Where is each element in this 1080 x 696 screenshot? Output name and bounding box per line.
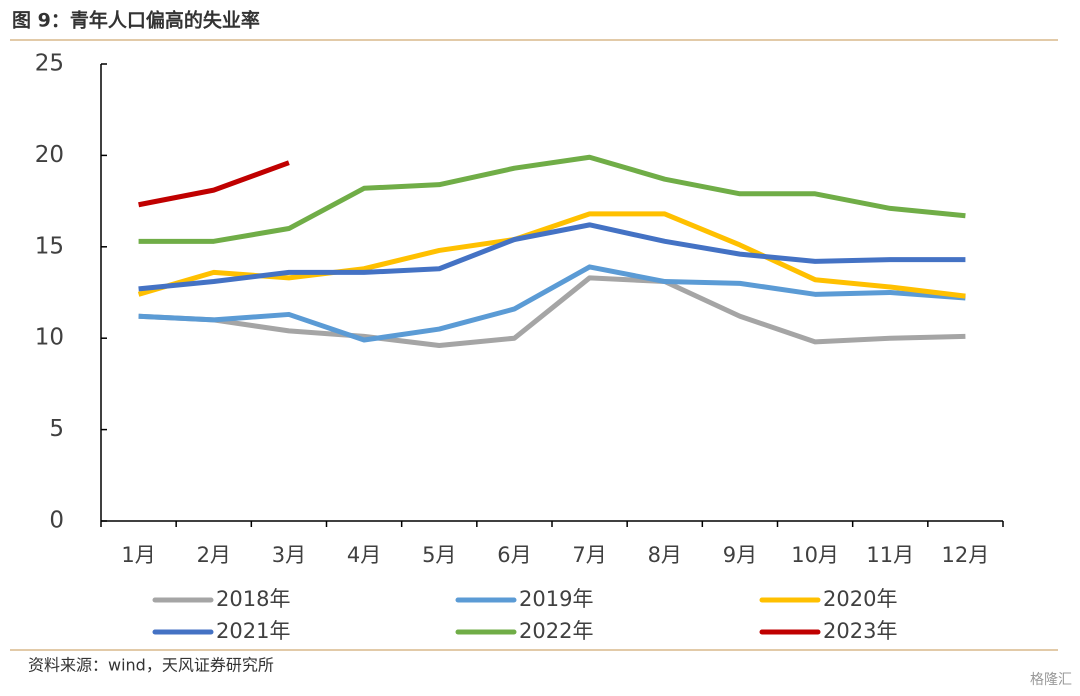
x-tick-label: 7月 (572, 543, 606, 567)
series-line (138, 264, 966, 343)
legend-label: 2021年 (216, 619, 290, 643)
x-tick-label: 1月 (121, 543, 155, 567)
series-line (138, 275, 966, 349)
legend-label: 2020年 (823, 587, 897, 611)
x-tick-label: 3月 (272, 543, 306, 567)
legend-label: 2022年 (519, 619, 593, 643)
x-tick-label: 2月 (197, 543, 231, 567)
source-note: 资料来源：wind，天风证券研究所 (28, 656, 274, 675)
y-tick-label: 20 (35, 142, 64, 168)
x-tick-label: 11月 (866, 543, 914, 567)
y-tick-label: 25 (35, 51, 64, 77)
series-line (137, 211, 966, 299)
legend-label: 2019年 (519, 587, 593, 611)
watermark: 格隆汇 (1030, 672, 1072, 688)
x-tick-label: 6月 (497, 543, 531, 567)
x-tick-label: 5月 (422, 543, 456, 567)
x-tick-label: 12月 (942, 543, 990, 567)
series-line (138, 154, 966, 244)
y-tick-label: 5 (49, 416, 64, 442)
y-tick-label: 0 (49, 508, 64, 534)
x-tick-label: 8月 (648, 543, 682, 567)
x-tick-label: 4月 (347, 543, 381, 567)
chart-title: 图 9：青年人口偏高的失业率 (12, 9, 260, 32)
x-tick-label: 10月 (791, 543, 839, 567)
series-line (138, 160, 290, 208)
x-tick-label: 9月 (723, 543, 757, 567)
legend-label: 2023年 (823, 619, 897, 643)
y-tick-label: 10 (35, 325, 64, 351)
y-tick-label: 15 (35, 233, 64, 259)
series-line (138, 222, 966, 292)
legend-label: 2018年 (216, 587, 290, 611)
